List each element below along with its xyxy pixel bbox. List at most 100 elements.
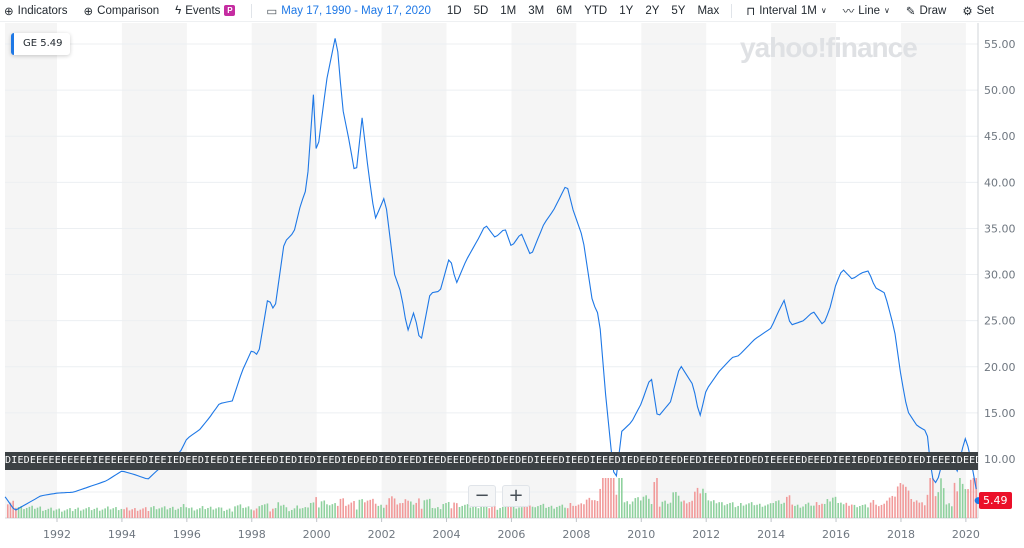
volume-bar <box>534 507 537 518</box>
volume-bar <box>90 510 93 518</box>
range-1y-button[interactable]: 1Y <box>619 4 634 17</box>
volume-bar <box>236 505 239 518</box>
range-ytd-button[interactable]: YTD <box>584 4 608 17</box>
volume-bar <box>96 507 98 518</box>
volume-bar <box>439 509 442 518</box>
volume-bar <box>55 509 58 518</box>
x-tick-label: 2000 <box>303 528 331 541</box>
range-5y-button[interactable]: 5Y <box>671 4 686 17</box>
events-button[interactable]: ϟ Events P <box>175 5 236 17</box>
volume-bar <box>401 503 404 518</box>
volume-bar <box>691 500 693 518</box>
volume-bar <box>258 506 261 518</box>
volume-bar <box>485 506 488 518</box>
date-range-button[interactable]: ▭ May 17, 1990 - May 17, 2020 <box>266 4 431 18</box>
volume-bar <box>564 507 566 518</box>
volume-bar <box>455 503 458 518</box>
volume-bar <box>69 508 71 518</box>
volume-bar <box>959 478 961 518</box>
volume-bar <box>39 506 42 518</box>
volume-bar <box>658 506 661 518</box>
volume-bar <box>537 506 539 518</box>
volume-bar <box>315 497 317 518</box>
volume-bar <box>777 500 780 518</box>
volume-bar <box>163 506 166 518</box>
y-tick-label: 20.00 <box>984 361 1016 374</box>
volume-bar <box>850 504 853 518</box>
volume-bar <box>477 508 480 518</box>
volume-bar <box>796 504 799 518</box>
volume-bar <box>618 478 620 518</box>
range-5d-button[interactable]: 5D <box>473 4 489 17</box>
volume-bar <box>910 499 913 518</box>
volume-bar <box>120 508 123 518</box>
range-2y-button[interactable]: 2Y <box>645 4 660 17</box>
volume-bar <box>748 503 750 518</box>
indicators-button[interactable]: ⊕ Indicators <box>4 4 68 18</box>
volume-bar <box>637 497 639 518</box>
volume-bar <box>712 500 715 518</box>
volume-bar <box>891 495 894 518</box>
volume-bar <box>653 482 656 518</box>
volume-bar <box>52 510 55 518</box>
volume-bar <box>123 509 125 518</box>
volume-bar <box>815 502 818 518</box>
volume-bar <box>107 506 109 518</box>
volume-bar <box>36 507 39 518</box>
x-tick-label: 2018 <box>887 528 915 541</box>
volume-bar <box>47 508 50 518</box>
volume-bar <box>480 506 482 518</box>
symbol-legend[interactable]: GE 5.49 <box>11 33 70 55</box>
volume-bar <box>504 506 507 518</box>
volume-bar <box>969 479 972 518</box>
volume-bar <box>288 511 290 518</box>
volume-bar <box>109 509 112 518</box>
volume-bar <box>726 504 729 518</box>
volume-bar <box>285 507 288 518</box>
volume-bar <box>704 492 707 518</box>
volume-bar <box>255 508 258 518</box>
volume-bar <box>472 506 474 518</box>
draw-button[interactable]: ✎ Draw <box>905 4 947 18</box>
range-1m-button[interactable]: 1M <box>500 4 517 17</box>
volume-bar <box>648 498 650 518</box>
range-3m-button[interactable]: 3M <box>528 4 545 17</box>
y-tick-label: 45.00 <box>984 130 1016 143</box>
volume-bar <box>694 491 696 518</box>
range-max-button[interactable]: Max <box>697 4 720 17</box>
volume-bar <box>158 508 161 518</box>
volume-bar <box>642 496 645 518</box>
comparison-button[interactable]: ⊕ Comparison <box>83 4 160 18</box>
volume-bar <box>15 507 17 518</box>
interval-button[interactable]: ⊓ Interval 1M ∨ <box>746 4 827 18</box>
range-6m-button[interactable]: 6M <box>556 4 573 17</box>
volume-bar <box>234 506 236 518</box>
volume-bar <box>945 504 948 518</box>
volume-bar <box>245 507 247 518</box>
zoom-out-button[interactable]: − <box>468 485 496 507</box>
volume-bar <box>353 501 355 518</box>
volume-bar <box>593 500 596 518</box>
events-strip[interactable]: DIEDEEEEEEEEEEIEEEEEEEDIEEIEDEEDIEEDIEEI… <box>5 452 978 470</box>
volume-bar <box>577 504 580 518</box>
volume-bar <box>683 500 685 518</box>
volume-bar <box>144 507 147 518</box>
volume-bar <box>769 503 772 518</box>
volume-bar <box>907 490 910 518</box>
volume-bar <box>361 499 363 518</box>
volume-bar <box>831 497 834 518</box>
volume-bar <box>664 500 666 518</box>
chart-type-button[interactable]: 〰 Line ∨ <box>842 4 890 18</box>
volume-bar <box>396 504 399 518</box>
plus-circle-icon: ⊕ <box>4 5 14 18</box>
volume-bar <box>723 505 726 518</box>
zoom-in-button[interactable]: + <box>502 485 530 507</box>
line-chart-icon: 〰 <box>842 5 855 18</box>
chevron-down-icon: ∨ <box>884 6 890 15</box>
volume-bar <box>196 509 198 518</box>
volume-bar <box>937 492 940 518</box>
settings-button[interactable]: ⚙ Set <box>962 4 994 18</box>
range-1d-button[interactable]: 1D <box>446 4 462 17</box>
volume-bar <box>545 507 547 518</box>
